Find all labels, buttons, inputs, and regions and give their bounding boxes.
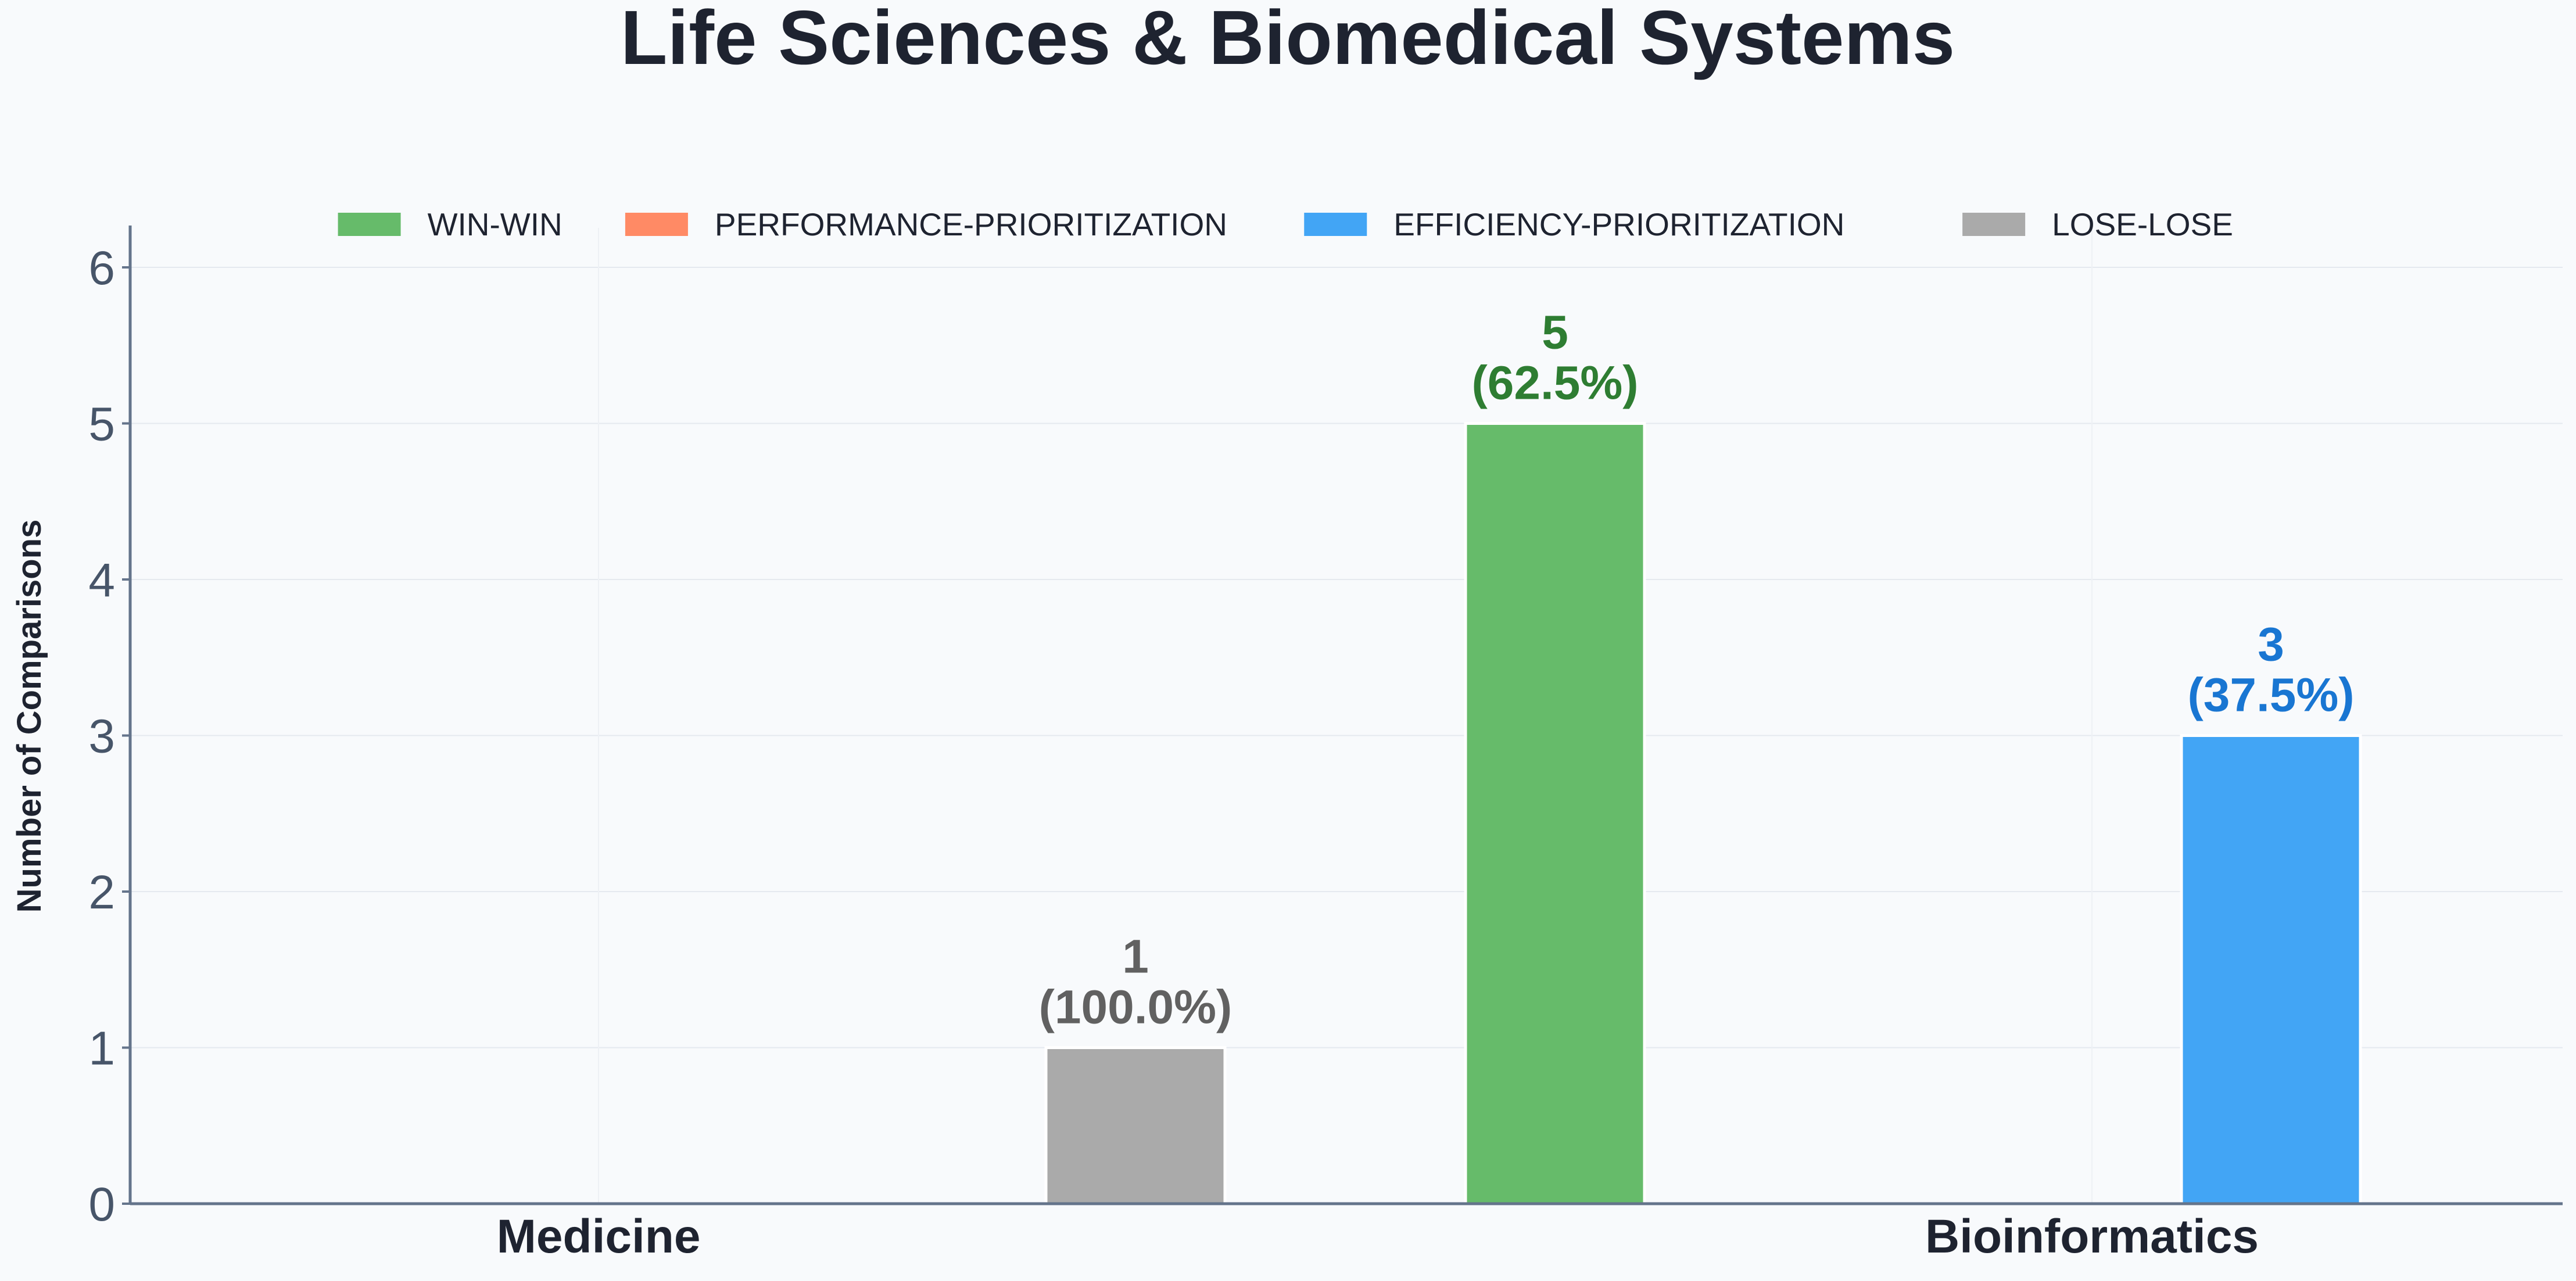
y-axis-label: Number of Comparisons <box>10 520 48 913</box>
legend-entry: WIN-WIN <box>428 206 563 242</box>
plot-area <box>129 228 2563 1203</box>
y-tick-label: 6 <box>88 242 115 295</box>
data-label: 5 (62.5%) <box>1471 306 1638 410</box>
bars <box>1044 422 2362 1205</box>
y-tick-label: 0 <box>88 1178 115 1231</box>
grid <box>130 228 2563 1204</box>
y-tick-label: 2 <box>88 866 115 919</box>
data-label: 1 (100.0%) <box>1039 931 1233 1034</box>
legend-swatch <box>1304 213 1367 236</box>
bar <box>1044 1046 1227 1205</box>
x-tick-label: Medicine <box>497 1210 701 1263</box>
data-labels: 1 (100.0%) 5 (62.5%) 3 (37.5%) <box>1039 306 2355 1034</box>
data-label: 3 (37.5%) <box>2187 618 2354 722</box>
legend-entry: PERFORMANCE-PRIORITIZATION <box>715 206 1227 242</box>
y-tick-label: 1 <box>88 1022 115 1075</box>
y-tick-label: 4 <box>88 554 115 607</box>
legend-swatch <box>338 213 401 236</box>
x-ticks: Medicine Bioinformatics <box>497 1210 2259 1263</box>
legend-entry: LOSE-LOSE <box>2052 206 2233 242</box>
y-tick-label: 5 <box>88 398 115 451</box>
bar <box>2180 734 2362 1205</box>
bar <box>1464 422 1646 1205</box>
legend-entry: EFFICIENCY-PRIORITIZATION <box>1393 206 1844 242</box>
x-tick-label: Bioinformatics <box>1925 1210 2259 1263</box>
legend-swatch <box>1962 213 2026 236</box>
legend-swatch <box>625 213 688 236</box>
chart-title: Life Sciences & Biomedical Systems <box>621 0 1955 80</box>
legend: WIN-WIN PERFORMANCE-PRIORITIZATION EFFICIE… <box>338 206 2233 242</box>
y-ticks: 0 1 2 3 4 5 6 <box>88 242 130 1231</box>
y-tick-label: 3 <box>88 710 115 763</box>
